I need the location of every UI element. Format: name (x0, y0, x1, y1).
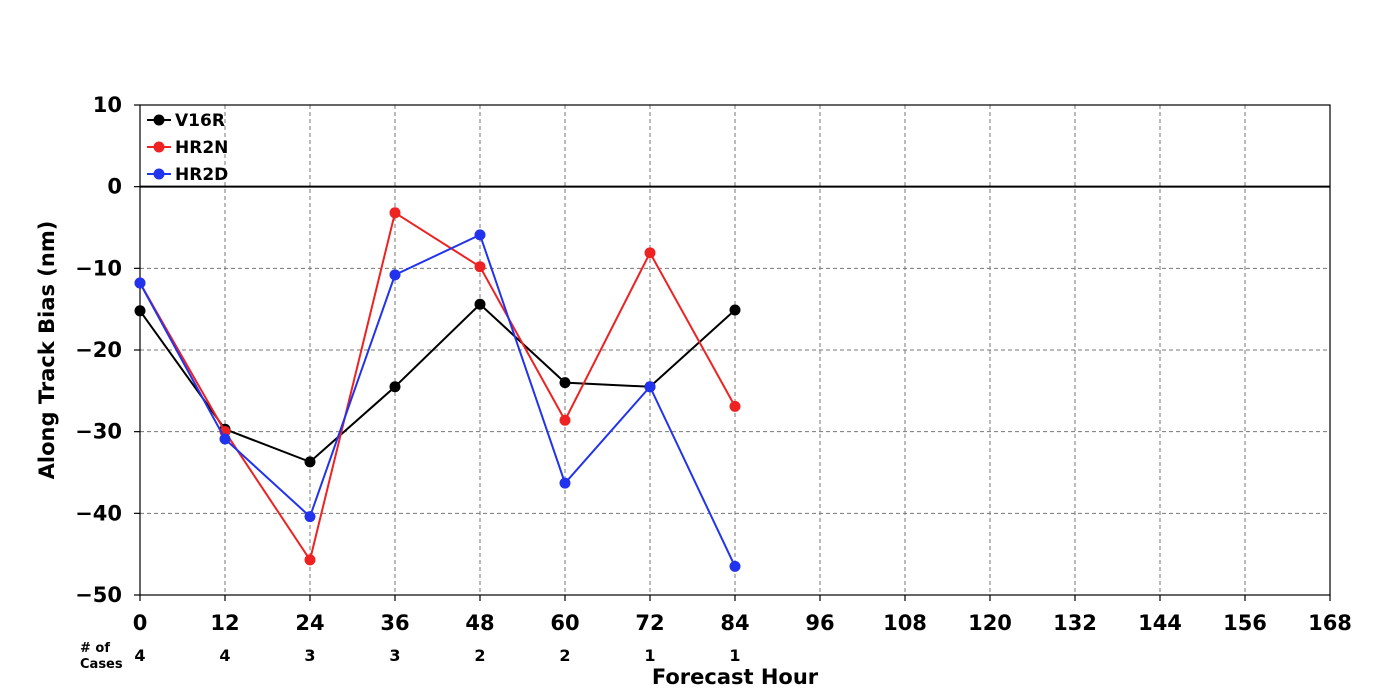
cases-value: 1 (729, 646, 740, 665)
grid-layer (140, 105, 1330, 595)
x-tick-label: 144 (1138, 611, 1182, 635)
data-point-hr2n (644, 247, 656, 259)
data-point-hr2d (219, 433, 231, 445)
data-point-hr2n (474, 261, 486, 273)
y-tick-label: −30 (75, 420, 122, 444)
legend-marker-hr2n (153, 141, 165, 153)
y-tick-label: −20 (75, 338, 122, 362)
cases-label-line1: # of (80, 641, 110, 656)
x-tick-label: 36 (380, 611, 409, 635)
series-layer (134, 207, 741, 572)
x-tick-label: 60 (550, 611, 579, 635)
cases-value: 4 (134, 646, 145, 665)
cases-value: 4 (219, 646, 230, 665)
data-point-v16r (134, 305, 146, 317)
x-tick-label: 96 (805, 611, 834, 635)
data-point-hr2n (389, 207, 401, 219)
x-tick-label: 72 (635, 611, 664, 635)
y-tick-label: 10 (93, 93, 122, 117)
x-tick-label: 0 (133, 611, 148, 635)
y-axis-ticks: 10 0 −10 −20 −30 −40 −50 (75, 93, 140, 607)
x-tick-label: 108 (883, 611, 927, 635)
legend-item-hr2n: HR2N (147, 138, 228, 158)
legend-marker-hr2d (153, 168, 165, 180)
data-point-hr2n (559, 414, 571, 426)
x-tick-label: 24 (295, 611, 324, 635)
x-axis-ticks: 0 12 24 36 48 60 72 84 96 108 120 132 144 156 168 (133, 595, 1352, 635)
x-tick-label: 48 (465, 611, 494, 635)
y-tick-label: −40 (75, 501, 122, 525)
x-tick-label: 132 (1053, 611, 1097, 635)
x-tick-label: 84 (720, 611, 749, 635)
data-point-hr2d (474, 229, 486, 241)
data-point-hr2d (559, 477, 571, 489)
series-line-hr2d (139, 233, 736, 567)
data-point-hr2d (729, 560, 741, 572)
series-line-v16r (139, 302, 736, 464)
data-point-hr2d (304, 511, 316, 523)
y-axis-title: Along Track Bias (nm) (35, 221, 59, 480)
legend-item-v16r: V16R (147, 111, 225, 131)
cases-value: 3 (389, 646, 400, 665)
cases-value: 1 (644, 646, 655, 665)
data-point-v16r (559, 377, 571, 389)
data-point-v16r (474, 298, 486, 310)
series-hr2d (134, 229, 741, 572)
cases-value: 2 (474, 646, 485, 665)
y-tick-label: −10 (75, 256, 122, 280)
data-point-v16r (389, 381, 401, 393)
cases-value: 2 (559, 646, 570, 665)
legend-label-hr2d: HR2D (175, 165, 228, 185)
cases-label-line2: Cases (80, 657, 123, 672)
cases-value: 3 (304, 646, 315, 665)
data-point-hr2d (644, 381, 656, 393)
data-point-hr2n (729, 400, 741, 412)
cases-row: # of Cases 4 4 3 3 2 2 1 1 (80, 641, 741, 672)
x-axis-title: Forecast Hour (652, 665, 819, 689)
data-point-hr2d (134, 277, 146, 289)
x-tick-label: 168 (1308, 611, 1352, 635)
legend-label-v16r: V16R (175, 111, 225, 131)
data-point-hr2d (389, 269, 401, 281)
data-point-v16r (304, 456, 316, 468)
legend-item-hr2d: HR2D (147, 165, 228, 185)
y-tick-label: 0 (107, 175, 122, 199)
x-tick-label: 12 (210, 611, 239, 635)
x-tick-label: 156 (1223, 611, 1267, 635)
x-tick-label: 120 (968, 611, 1012, 635)
y-tick-label: −50 (75, 583, 122, 607)
data-point-hr2n (304, 554, 316, 566)
data-point-v16r (729, 304, 741, 316)
legend-marker-v16r (153, 114, 165, 126)
legend-label-hr2n: HR2N (175, 138, 228, 158)
legend: V16R HR2N HR2D (147, 111, 228, 185)
